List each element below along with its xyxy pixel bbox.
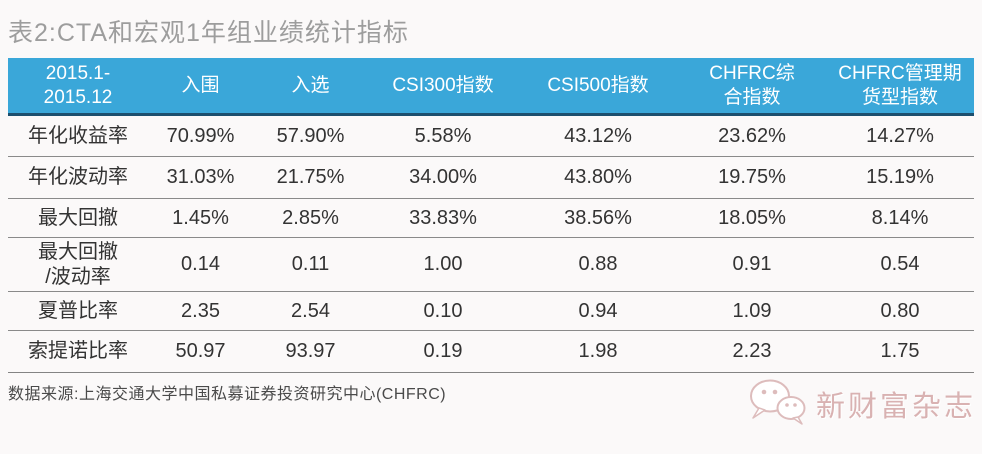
data-cell: 14.27%	[866, 124, 934, 147]
data-cell: 15.19%	[866, 166, 934, 188]
data-cell: 19.75%	[718, 166, 786, 188]
header-cell-chfrc-managed-futures: CHFRC管理期 货型指数	[826, 58, 974, 116]
data-cell: 0.88	[578, 253, 618, 275]
source-note: 数据来源:上海交通大学中国私募证券投资研究中心(CHFRC)	[8, 386, 447, 403]
data-cell: 0.11	[291, 253, 330, 275]
data-cell: 43.12%	[564, 124, 632, 147]
table-row: 年化收益率 70.99% 57.90% 5.58% 43.12% 23.62% …	[8, 115, 974, 157]
data-cell: 18.05%	[718, 206, 786, 229]
data-cell: 34.00%	[409, 166, 477, 188]
data-cell: 1.00	[423, 253, 463, 275]
table-row: 夏普比率 2.35 2.54 0.10 0.94 1.09 0.80	[8, 291, 974, 331]
data-cell: 23.62%	[718, 124, 786, 147]
table-row: 索提诺比率 50.97 93.97 0.19 1.98 2.23 1.75	[8, 330, 974, 373]
data-cell: 0.14	[181, 253, 220, 275]
data-cell: 8.14%	[871, 206, 929, 229]
data-cell: 2.35	[181, 299, 220, 322]
row-label: 夏普比率	[38, 299, 118, 322]
header-cell-csi300: CSI300指数	[368, 58, 518, 116]
data-cell: 1.45%	[172, 206, 229, 229]
data-cell: 5.58%	[414, 124, 472, 147]
header-cell-selected: 入选	[253, 58, 368, 116]
wechat-icon	[746, 377, 808, 430]
data-cell: 70.99%	[166, 124, 235, 147]
data-cell: 2.23	[732, 340, 772, 362]
header-cell-shortlisted: 入围	[148, 58, 253, 116]
row-label: 年化收益率	[28, 124, 128, 147]
row-label: 最大回撤	[38, 206, 118, 229]
data-cell: 21.75%	[276, 166, 345, 188]
data-cell: 0.19	[423, 340, 463, 362]
row-label: 年化波动率	[28, 166, 128, 188]
header-cell-period: 2015.1- 2015.12	[8, 58, 148, 116]
data-cell: 1.09	[732, 299, 772, 322]
data-cell: 0.94	[578, 299, 618, 322]
data-cell: 50.97	[175, 340, 226, 362]
row-label: 最大回撤 /波动率	[38, 240, 118, 288]
data-cell: 31.03%	[166, 166, 235, 188]
statistics-table: 2015.1- 2015.12 入围 入选 CSI300指数 CSI500指数 …	[8, 58, 974, 373]
data-cell: 0.91	[732, 253, 772, 275]
page-title: 表2:CTA和宏观1年组业绩统计指标	[8, 19, 409, 47]
data-cell: 0.54	[880, 253, 920, 275]
row-label: 索提诺比率	[28, 340, 128, 362]
table-header: 2015.1- 2015.12 入围 入选 CSI300指数 CSI500指数 …	[8, 58, 974, 116]
data-cell: 33.83%	[409, 206, 477, 229]
magazine-watermark: 新财富杂志	[746, 377, 976, 430]
header-cell-csi500: CSI500指数	[518, 58, 678, 116]
data-cell: 0.10	[423, 299, 463, 322]
data-cell: 0.80	[880, 299, 920, 322]
data-cell: 43.80%	[564, 166, 632, 188]
watermark-text: 新财富杂志	[815, 390, 976, 423]
table-row: 最大回撤 1.45% 2.85% 33.83% 38.56% 18.05% 8.…	[8, 198, 974, 238]
table-row: 最大回撤 /波动率 0.14 0.11 1.00 0.88 0.91 0.54	[8, 237, 974, 292]
data-cell: 1.98	[578, 340, 618, 362]
data-cell: 2.54	[291, 299, 330, 322]
header-cell-chfrc-composite: CHFRC综 合指数	[678, 58, 826, 116]
table-row: 年化波动率 31.03% 21.75% 34.00% 43.80% 19.75%…	[8, 156, 974, 199]
data-cell: 2.85%	[282, 206, 339, 229]
data-cell: 1.75	[880, 340, 920, 362]
data-cell: 57.90%	[276, 124, 345, 147]
data-cell: 38.56%	[564, 206, 632, 229]
data-cell: 93.97	[285, 340, 336, 362]
